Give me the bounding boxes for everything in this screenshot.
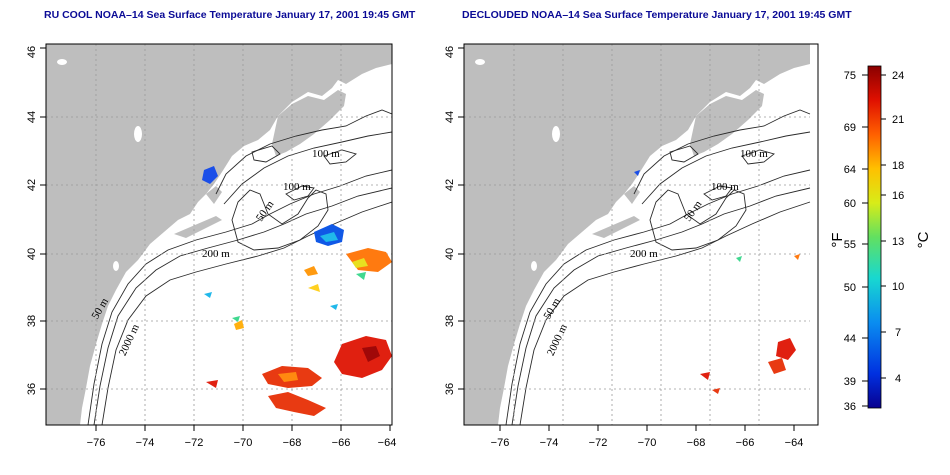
- lon-tick: −72: [589, 437, 608, 449]
- lat-tick: 42: [26, 179, 38, 191]
- right-panel-title: DECLOUDED NOAA–14 Sea Surface Temperatur…: [462, 9, 852, 21]
- lon-tick: −76: [87, 437, 106, 449]
- f-tick: 75: [844, 70, 856, 82]
- lat-tick: 38: [444, 315, 456, 327]
- c-tick: 4: [895, 373, 901, 385]
- sst-patches-declouded: [634, 170, 800, 394]
- lat-tick: 44: [26, 111, 38, 123]
- lat-tick: 44: [444, 111, 456, 123]
- lon-tick: −68: [687, 437, 706, 449]
- lon-tick: −74: [540, 437, 559, 449]
- f-tick: 69: [844, 122, 856, 134]
- lat-tick: 38: [26, 315, 38, 327]
- contour-label-50m-a: 50 m: [254, 198, 277, 224]
- lon-tick: −74: [136, 437, 155, 449]
- right-map: [464, 44, 811, 425]
- f-tick: 64: [844, 164, 856, 176]
- sst-patches-raw: [202, 166, 392, 416]
- lat-tick: 46: [26, 46, 38, 58]
- left-lat-tick-labels: 36 38 40 42 44 46: [26, 46, 38, 395]
- right-lon-tick-labels: −76 −74 −72 −70 −68 −66 −64: [491, 437, 804, 449]
- f-tick: 36: [844, 401, 856, 413]
- lon-tick: −66: [736, 437, 755, 449]
- contour-label-2000m: 2000 m: [545, 322, 570, 358]
- right-lat-tick-labels: 36 38 40 42 44 46: [444, 46, 456, 395]
- contour-label-100m-b: 100 m: [283, 181, 311, 193]
- f-tick: 50: [844, 282, 856, 294]
- colorbar-c-ticks: [881, 74, 886, 379]
- right-map-frame: [463, 43, 819, 426]
- left-map-frame: [45, 43, 393, 426]
- left-map: [46, 44, 392, 425]
- c-tick: 21: [892, 114, 904, 126]
- f-tick: 39: [844, 376, 856, 388]
- c-tick: 10: [892, 281, 904, 293]
- c-tick: 18: [892, 160, 904, 172]
- f-tick: 55: [844, 239, 856, 251]
- lon-tick: −70: [638, 437, 657, 449]
- lat-tick: 46: [444, 46, 456, 58]
- f-tick: 60: [844, 198, 856, 210]
- contour-label-200m: 200 m: [630, 248, 658, 260]
- left-panel-title: RU COOL NOAA–14 Sea Surface Temperature …: [44, 9, 416, 21]
- sst-colorbar: [867, 65, 882, 409]
- lon-tick: −76: [491, 437, 510, 449]
- lon-tick: −72: [185, 437, 204, 449]
- lon-tick: −64: [378, 437, 397, 449]
- lon-tick: −66: [332, 437, 351, 449]
- contour-label-100m-a: 100 m: [740, 148, 768, 160]
- colorbar-f-labels: 75 69 64 60 55 50 44 39 36: [844, 70, 856, 413]
- right-lon-axis: [499, 425, 795, 431]
- contour-label-100m-b: 100 m: [711, 181, 739, 193]
- colorbar-c-labels: 24 21 18 16 13 10 7 4: [892, 70, 904, 385]
- c-tick: 13: [892, 236, 904, 248]
- lat-tick: 40: [26, 248, 38, 260]
- lat-tick: 42: [444, 179, 456, 191]
- lat-tick: 36: [444, 383, 456, 395]
- lat-tick: 40: [444, 248, 456, 260]
- celsius-axis-label: °C: [915, 231, 932, 248]
- left-lon-axis: [95, 425, 391, 431]
- c-tick: 7: [895, 327, 901, 339]
- contour-label-100m-a: 100 m: [312, 148, 340, 160]
- lon-tick: −70: [234, 437, 253, 449]
- contour-label-50m-a: 50 m: [682, 198, 705, 224]
- lon-tick: −68: [283, 437, 302, 449]
- fahrenheit-axis-label: °F: [829, 232, 846, 247]
- right-lat-axis: [458, 47, 464, 390]
- lon-tick: −64: [785, 437, 804, 449]
- colorbar-f-ticks: [862, 74, 868, 407]
- f-tick: 44: [844, 333, 856, 345]
- c-tick: 24: [892, 70, 904, 82]
- contour-label-200m: 200 m: [202, 248, 230, 260]
- left-lat-axis: [40, 47, 46, 390]
- contour-label-50m-b: 50 m: [541, 296, 563, 322]
- left-lon-tick-labels: −76 −74 −72 −70 −68 −66 −64: [87, 437, 397, 449]
- c-tick: 16: [892, 190, 904, 202]
- contour-label-2000m: 2000 m: [117, 322, 142, 358]
- lat-tick: 36: [26, 383, 38, 395]
